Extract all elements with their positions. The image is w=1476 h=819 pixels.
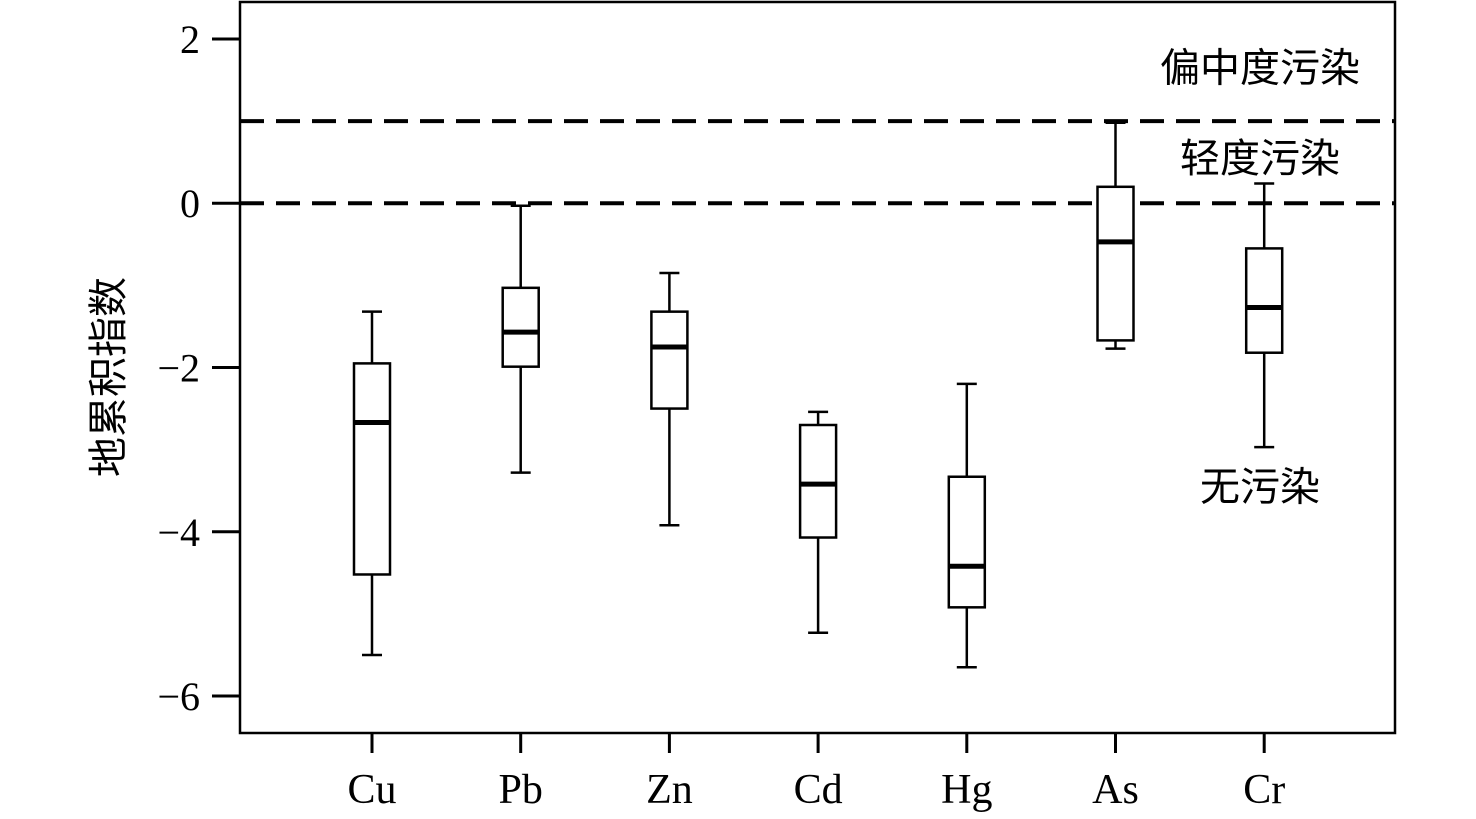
box-iqr	[947, 475, 987, 609]
box-cd	[798, 410, 838, 635]
box-as	[1096, 121, 1135, 350]
box-pb	[501, 204, 540, 474]
y-tick-label: −6	[157, 674, 200, 719]
x-tick-label: Cd	[794, 767, 843, 813]
zone-label: 偏中度污染	[1160, 46, 1360, 92]
box-iqr	[352, 362, 392, 576]
box-zn	[650, 271, 689, 527]
box-cr	[1244, 182, 1284, 449]
x-axis: Cu Pb Zn Cd Hg As Cr	[347, 733, 1285, 813]
y-tick-label: −4	[157, 510, 200, 555]
zone-label: 轻度污染	[1180, 136, 1340, 182]
box-iqr	[1244, 247, 1284, 354]
zone-label: 无污染	[1200, 465, 1320, 511]
box-iqr	[501, 286, 540, 368]
box-iqr	[650, 310, 689, 410]
x-tick-label: Pb	[499, 767, 543, 813]
box-hg	[947, 382, 987, 669]
x-tick-label: Cu	[347, 767, 396, 813]
y-axis: 2 0 −2 −4 −6	[157, 17, 240, 719]
y-tick-label: 2	[180, 17, 200, 62]
box-cu	[352, 310, 392, 657]
reference-lines	[240, 119, 1395, 206]
boxes-group	[352, 121, 1284, 669]
y-axis-label: 地累积指数	[86, 277, 132, 477]
x-tick-label: As	[1092, 767, 1139, 813]
box-iqr	[1096, 185, 1135, 342]
y-tick-label: −2	[157, 346, 200, 391]
x-tick-label: Hg	[941, 767, 992, 813]
x-tick-label: Zn	[646, 767, 693, 813]
y-tick-label: 0	[180, 181, 200, 226]
box-iqr	[798, 423, 838, 539]
x-tick-label: Cr	[1243, 767, 1285, 813]
